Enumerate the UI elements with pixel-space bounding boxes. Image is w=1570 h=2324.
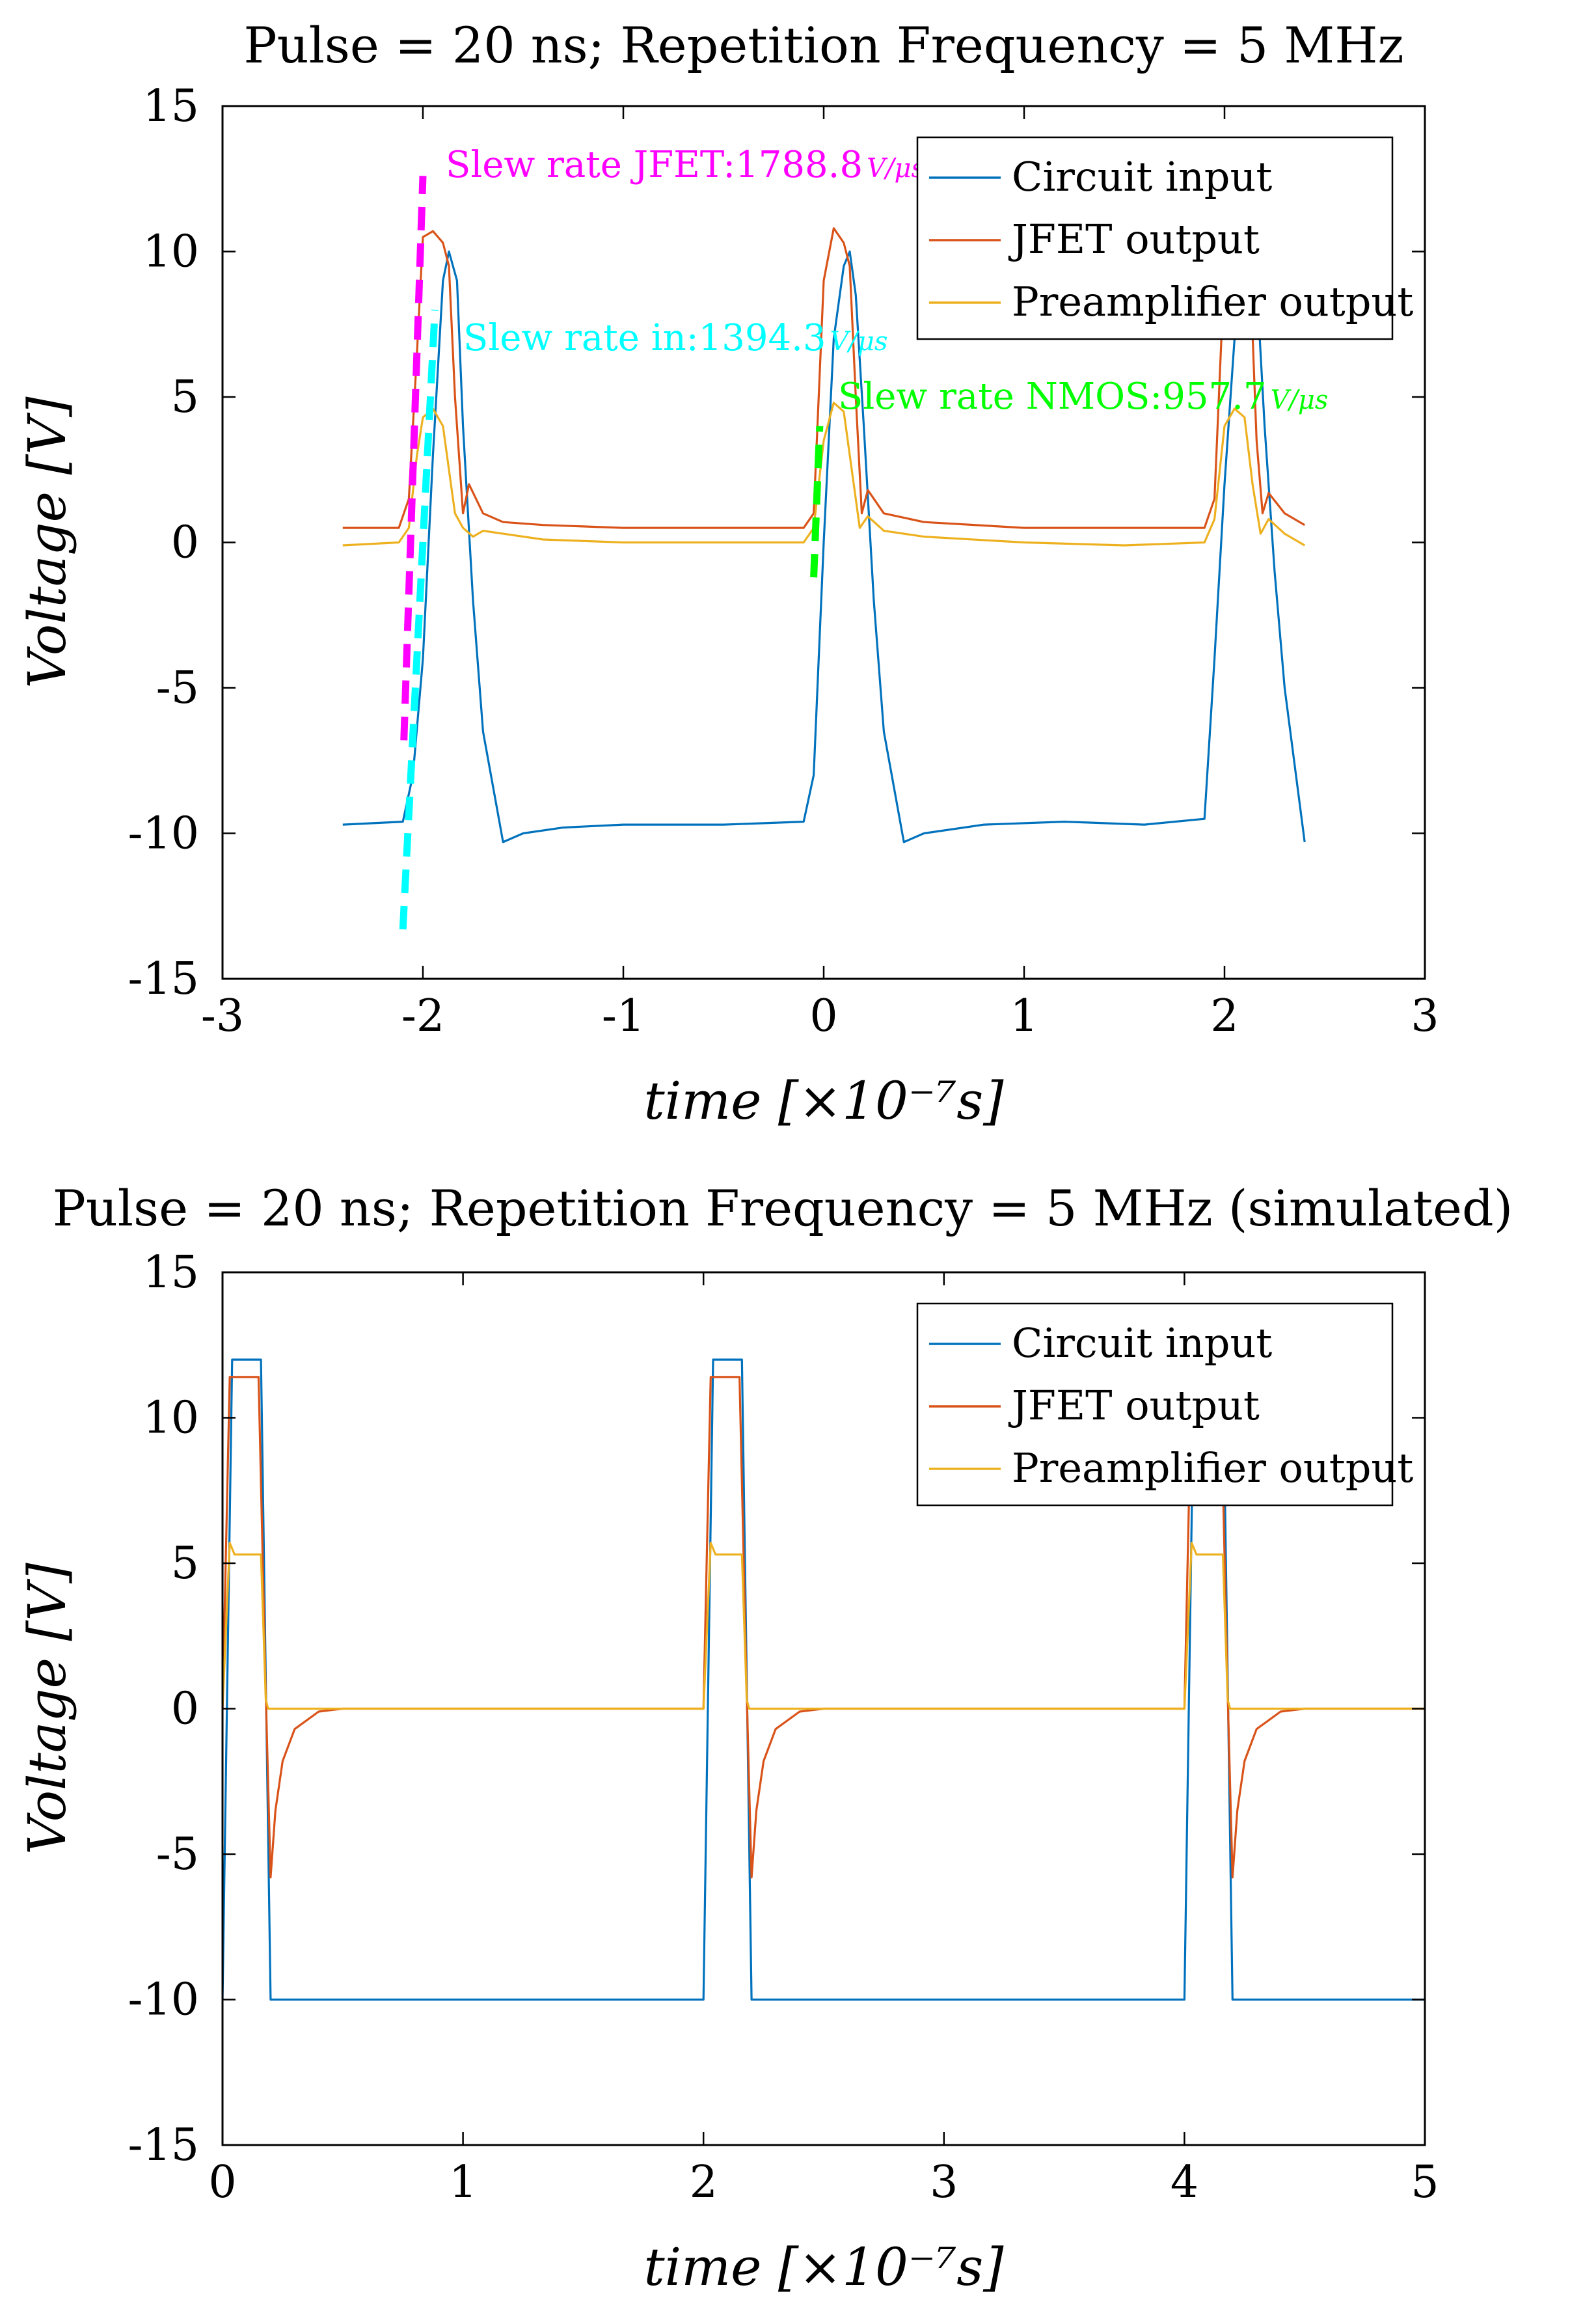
y-tick-label: -15 [128,953,199,1005]
legend-entry-circuit-input: Circuit input [1012,1319,1272,1367]
series-line-jfet-output [223,1376,1425,1879]
series-line-preamplifier-output [342,402,1306,547]
y-tick-label: 5 [171,372,199,423]
slew-rate-label: Slew rate in:1394.3 [463,317,826,359]
x-tick-label: -2 [401,991,444,1042]
x-tick-label: 3 [930,2157,958,2208]
y-tick-label: 15 [142,1247,199,1298]
chart-title: Pulse = 20 ns; Repetition Frequency = 5 … [243,16,1403,74]
y-tick-label: 0 [171,1684,199,1735]
slew-rate-label: Slew rate JFET:1788.8 [446,144,863,186]
x-tick-label: 1 [1010,991,1038,1042]
chart-title: Pulse = 20 ns; Repetition Frequency = 5 … [53,1179,1513,1237]
legend-box [916,136,1394,340]
slew-rate-line-1 [399,309,439,930]
legend-box [916,1302,1394,1507]
x-tick-label: 5 [1411,2157,1439,2208]
y-tick-label: 10 [142,1393,199,1444]
chart-simulated: Pulse = 20 ns; Repetition Frequency = 5 … [17,1179,1513,2297]
y-tick-label: 5 [171,1538,199,1589]
y-tick-label: -5 [156,1829,199,1880]
x-tick-label: 2 [690,2157,718,2208]
x-axis-label: time [×10⁻⁷s] [644,2237,1005,2297]
slew-rate-units: V/μs [1271,385,1329,415]
slew-rate-annotation-1: Slew rate in:1394.3 V/μs [463,317,887,359]
y-axis-label: Voltage [V] [17,396,77,689]
slew-rate-units: V/μs [830,327,888,357]
y-tick-label: -15 [128,2120,199,2171]
x-tick-label: 4 [1171,2157,1198,2208]
slew-rate-line-2 [810,426,824,578]
y-tick-label: 15 [142,81,199,132]
legend-entry-preamplifier-output: Preamplifier output [1012,278,1413,325]
x-tick-label: 1 [449,2157,477,2208]
slew-rate-line-0 [400,176,427,741]
slew-rate-label: Slew rate NMOS:957.7 [838,376,1267,418]
y-tick-label: 0 [171,517,199,569]
x-tick-label: 0 [809,991,837,1042]
legend-entry-jfet-output: JFET output [1008,215,1260,263]
slew-rate-units: V/μs [867,154,925,184]
y-axis-label: Voltage [V] [17,1563,77,1855]
x-tick-label: 3 [1411,991,1439,1042]
y-tick-label: -10 [128,1975,199,2026]
y-tick-label: -5 [156,663,199,714]
slew-rate-annotation-2: Slew rate NMOS:957.7 V/μs [838,376,1328,418]
x-axis-label: time [×10⁻⁷s] [644,1071,1005,1131]
x-tick-label: -1 [602,991,645,1042]
y-tick-label: 10 [142,226,199,278]
chart-measured: Pulse = 20 ns; Repetition Frequency = 5 … [17,16,1439,1131]
x-tick-label: 2 [1210,991,1238,1042]
x-tick-label: 0 [208,2157,236,2208]
series-line-preamplifier-output [223,1542,1425,1710]
x-tick-label: -3 [201,991,244,1042]
y-tick-label: -10 [128,808,199,860]
legend-entry-preamplifier-output: Preamplifier output [1012,1444,1413,1492]
slew-rate-annotation-0: Slew rate JFET:1788.8 V/μs [446,144,925,186]
legend-entry-circuit-input: Circuit input [1012,153,1272,200]
legend-entry-jfet-output: JFET output [1008,1382,1260,1429]
